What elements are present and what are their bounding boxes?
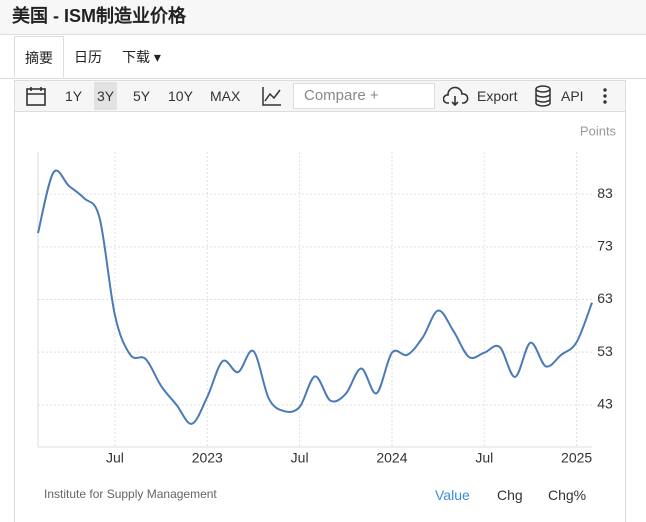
data-line	[37, 169, 593, 425]
range-button[interactable]: MAX	[210, 88, 241, 104]
divider	[0, 78, 646, 79]
more-icon[interactable]	[601, 87, 609, 107]
page-title: 美国 - ISM制造业价格	[0, 0, 646, 35]
range-button[interactable]: 5Y	[133, 88, 151, 104]
y-tick-label: 73	[597, 238, 613, 254]
range-button[interactable]: 10Y	[168, 88, 193, 104]
tab[interactable]: 摘要	[14, 36, 64, 78]
y-tick-label: 63	[597, 290, 613, 306]
x-tick-label: Jul	[106, 450, 124, 466]
source: Institute for Supply Management	[44, 487, 217, 501]
export-button[interactable]: Export	[477, 88, 518, 104]
tabs: 摘要 日历 下载 ▾	[14, 36, 171, 78]
y-tick-label: 43	[597, 396, 613, 412]
api-icon[interactable]	[534, 84, 554, 108]
chart-panel	[14, 112, 626, 522]
mode-button[interactable]: Chg%	[548, 487, 587, 503]
chart-type-icon[interactable]	[261, 85, 283, 107]
api-button[interactable]: API	[561, 88, 584, 104]
tab[interactable]: 日历	[74, 49, 102, 65]
range-button[interactable]: 3Y	[94, 82, 118, 110]
tab[interactable]: 下载 ▾	[122, 49, 161, 65]
y-tick-label: 53	[597, 343, 613, 359]
y-tick-label: 83	[597, 185, 613, 201]
export-icon[interactable]	[443, 86, 469, 108]
range-button[interactable]: 1Y	[65, 88, 83, 104]
compare-input[interactable]: Compare +	[293, 83, 435, 109]
x-tick-label: Jul	[475, 450, 493, 466]
x-tick-label: 2024	[376, 450, 407, 466]
x-tick-label: 2023	[192, 450, 223, 466]
x-tick-label: 2025	[561, 450, 592, 466]
tab-label: 下载	[122, 49, 150, 65]
x-tick-label: Jul	[291, 450, 309, 466]
mode-button[interactable]: Value	[435, 487, 470, 503]
y-axis-label: Points	[580, 123, 617, 138]
calendar-icon[interactable]	[25, 85, 49, 109]
mode-button[interactable]: Chg	[497, 487, 523, 503]
toolbar: 1Y 3Y 5Y 10Y MAX Compare + Export API	[14, 80, 626, 112]
